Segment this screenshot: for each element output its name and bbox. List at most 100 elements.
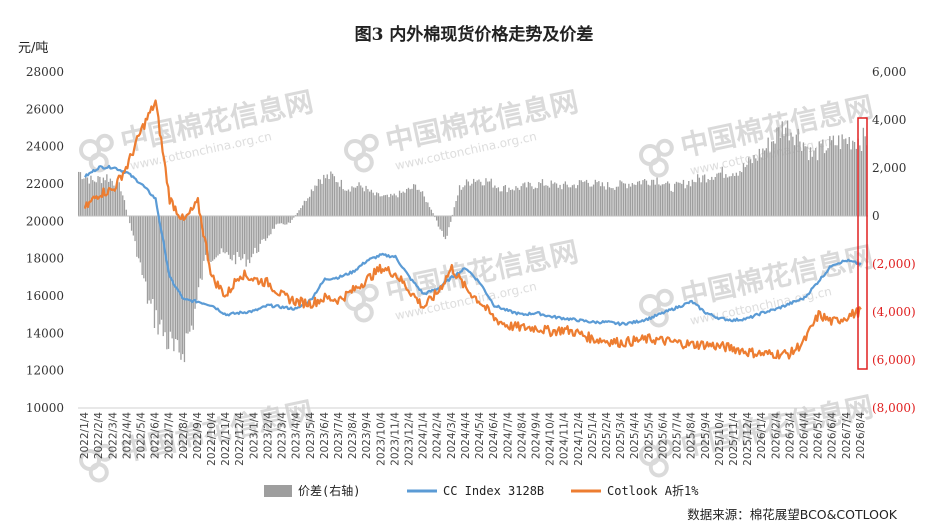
spread-bar <box>205 216 207 255</box>
spread-bar <box>663 184 665 216</box>
spread-bar <box>570 187 572 216</box>
y-tick-label: 10000 <box>26 401 64 415</box>
spread-bar <box>309 196 311 216</box>
spread-bar <box>677 182 679 216</box>
y-tick-label: 14000 <box>26 326 64 340</box>
spread-bar <box>843 139 845 216</box>
spread-bar <box>430 209 433 216</box>
spread-bar <box>270 216 272 235</box>
spread-bar <box>587 182 589 216</box>
spread-bar <box>804 146 806 216</box>
spread-bar <box>781 121 783 216</box>
spread-bar <box>421 191 424 216</box>
spread-bar <box>610 188 612 216</box>
spread-bar <box>783 136 785 216</box>
x-tick-label: 2022/8/4 <box>178 412 190 459</box>
spread-bar <box>737 175 739 216</box>
spread-bar <box>797 128 799 216</box>
spread-bar <box>513 190 515 216</box>
spread-bar <box>263 216 265 239</box>
spread-bar <box>83 178 85 216</box>
y-axis-unit: 元/吨 <box>18 41 48 56</box>
spread-bar <box>487 181 489 216</box>
spread-bar <box>303 200 306 216</box>
spread-bar <box>220 216 223 249</box>
spread-bar <box>212 216 214 261</box>
spread-bar <box>711 176 713 216</box>
x-tick-label: 2022/6/4 <box>150 412 162 459</box>
spread-bar <box>571 185 574 216</box>
spread-bar <box>573 184 575 216</box>
spread-bar <box>305 201 307 216</box>
spread-bar <box>495 188 498 216</box>
spread-bar <box>626 188 628 216</box>
spread-bar <box>541 179 544 216</box>
spread-bar <box>864 136 866 216</box>
spread-bar <box>744 167 746 216</box>
spread-bar <box>324 178 327 216</box>
spread-bar <box>351 186 353 216</box>
spread-bar <box>845 138 847 216</box>
spread-bar <box>257 216 260 252</box>
spread-bar <box>254 216 256 248</box>
spread-bar <box>206 216 209 261</box>
spread-bar <box>226 216 228 253</box>
x-tick-label: 2023/12/4 <box>404 412 416 466</box>
spread-bar <box>125 209 127 216</box>
x-tick-label: 2024/2/4 <box>432 412 444 459</box>
spread-bar <box>139 216 142 263</box>
spread-bar <box>564 181 567 216</box>
spread-bar <box>444 216 447 240</box>
spread-bar <box>823 153 826 216</box>
spread-bar <box>388 197 390 216</box>
spread-bar <box>370 189 373 216</box>
spread-bar <box>349 191 351 216</box>
spread-bar <box>115 188 117 216</box>
spread-bar <box>836 145 838 216</box>
spread-bar <box>240 216 242 261</box>
spread-bar <box>427 202 429 216</box>
y2-tick-label: 0 <box>872 209 880 223</box>
x-tick-label: 2024/9/4 <box>530 412 542 459</box>
spread-bar <box>279 216 281 224</box>
spread-bar <box>145 216 147 282</box>
spread-bar <box>111 180 113 216</box>
x-tick-label: 2024/6/4 <box>488 412 500 459</box>
spread-bar <box>473 178 475 216</box>
spread-bar <box>420 191 422 216</box>
spread-bar <box>310 189 313 216</box>
x-tick-label: 2022/10/4 <box>206 412 218 466</box>
spread-bar <box>809 147 812 216</box>
spread-bar <box>698 177 701 216</box>
spread-bar <box>261 216 263 240</box>
spread-bar <box>171 216 173 339</box>
spread-bar <box>450 216 452 222</box>
spread-bar <box>86 177 89 216</box>
spread-bar <box>196 216 198 300</box>
spread-bar <box>726 177 729 216</box>
spread-bar <box>353 187 355 216</box>
spread-bar <box>686 184 688 216</box>
spread-bar <box>554 182 556 216</box>
x-tick-label: 2026/6/4 <box>827 412 839 459</box>
spread-bar <box>365 185 367 216</box>
x-tick-label: 2024/8/4 <box>516 412 528 459</box>
spread-bar <box>645 180 648 216</box>
spread-bar <box>453 207 455 216</box>
spread-bar <box>742 163 745 216</box>
spread-bar <box>503 186 505 216</box>
spread-bar <box>562 183 565 216</box>
spread-bar <box>734 176 736 216</box>
spread-bar <box>534 187 537 216</box>
spread-bar <box>175 216 177 339</box>
spread-bar <box>508 187 510 216</box>
spread-bar <box>284 216 286 225</box>
spread-bar <box>834 145 836 216</box>
spread-bar <box>120 191 122 216</box>
spread-bar <box>707 179 709 216</box>
x-tick-label: 2026/4/4 <box>799 412 811 459</box>
spread-bar <box>130 216 133 231</box>
spread-bar <box>116 181 119 216</box>
spread-bar <box>612 188 614 216</box>
cotlook-line <box>84 99 862 360</box>
